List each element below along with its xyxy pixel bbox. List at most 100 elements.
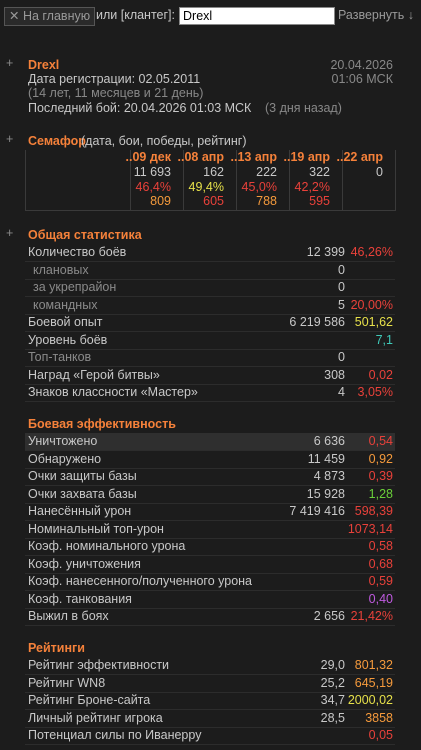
stat-label: Боевой опыт [28,315,103,329]
semaphore-battles: 0 [376,165,383,179]
stat-row: Коэф. нанесенного/полученного урона 0,59 [25,573,395,591]
search-input[interactable]: Drexl [179,7,335,25]
semaphore-column: ..22 апр 0 [337,150,396,211]
semaphore-winrate: 46,4% [135,180,171,194]
semaphore-rating: 605 [203,194,224,208]
stat-label: Личный рейтинг игрока [28,710,163,725]
stat-extra: 3858 [365,710,393,725]
registered: Дата регистрации: 02.05.2011 [28,72,201,86]
stat-label: Топ-танков [28,350,92,364]
stat-value: 29,0 [320,658,345,672]
semaphore-title: Семафор [28,134,86,148]
semaphore-winrate: 45,0% [241,180,277,194]
stat-extra: 21,42% [350,609,393,623]
stat-label: Очки захвата базы [28,486,137,501]
stat-row: Коэф. танкования 0,40 [25,591,395,609]
home-button[interactable]: ✕ На главную [4,7,96,26]
stat-value: 0 [338,262,345,277]
stat-label: за укрепрайон [33,280,117,294]
stat-label: Коэф. нанесенного/полученного урона [28,574,253,588]
stat-row: командных 5 20,00% [25,297,395,315]
stat-label: Коэф. номинального урона [28,539,186,553]
stat-row: Выжил в боях 2 656 21,42% [25,608,395,626]
semaphore-date: ..22 апр [336,150,383,164]
stat-extra: 3,05% [357,385,393,399]
account-age: (14 лет, 11 месяцев и 21 день) [28,86,204,100]
semaphore-battles: 11 693 [133,165,171,179]
stat-row: Наград «Герой битвы» 308 0,02 [25,367,395,385]
section-title: Рейтинги [28,641,85,655]
semaphore-subtitle: (дата, бои, победы, рейтинг) [81,134,247,148]
semaphore-column: ..09 дек 11 693 46,4% 809 [126,150,184,211]
stat-row: Знаков классности «Мастер» 4 3,05% [25,384,395,402]
stat-row: Рейтинг WN8 25,2 645,19 [25,675,395,693]
expand-button[interactable]: Развернуть ↓ [338,8,414,22]
toggle[interactable]: + [6,56,14,70]
stat-label: Уничтожено [28,434,98,448]
stat-extra: 20,00% [350,297,393,312]
last-battle-ago: (3 дня назад) [265,101,342,115]
stat-extra: 0,54 [368,434,393,448]
stat-row: Уничтожено 6 636 0,54 [25,433,395,451]
clantag-label: или [клантег]: [96,8,176,22]
stat-row: Личный рейтинг игрока 28,5 3858 [25,710,395,728]
stat-extra: 0,05 [368,728,393,742]
stat-label: Обнаружено [28,451,102,466]
stat-row: Количество боёв 12 399 46,26% [25,244,395,262]
stat-value: 2 656 [313,609,345,623]
player-name: Drexl [28,58,60,72]
stat-row: Очки защиты базы 4 873 0,39 [25,468,395,486]
stat-row: Номинальный топ-урон 1073,14 [25,521,395,539]
stat-value: 5 [338,297,345,312]
stat-label: Выжил в боях [28,609,109,623]
stat-value: 25,2 [320,675,345,690]
stat-row: за укрепрайон 0 [25,279,395,297]
toggle[interactable]: + [6,226,14,240]
stat-value: 28,5 [320,710,345,725]
semaphore-column: ..08 апр 162 49,4% 605 [178,150,237,211]
stat-extra: 7,1 [375,332,393,347]
stat-extra: 1,28 [368,486,393,501]
semaphore-date: ..19 апр [283,150,330,164]
stat-row: Коэф. уничтожения 0,68 [25,556,395,574]
stat-label: Рейтинг WN8 [28,675,106,690]
stat-extra: 801,32 [354,658,393,672]
stat-extra: 0,02 [368,367,393,382]
stat-row: Рейтинг эффективности 29,0 801,32 [25,657,395,675]
toggle[interactable]: + [6,132,14,146]
stat-value: 0 [338,280,345,294]
semaphore-rating: 595 [309,194,330,208]
stat-label: Коэф. танкования [28,591,132,606]
section-title: Боевая эффективность [28,417,176,431]
semaphore-cell [25,150,131,211]
stat-value: 15 928 [306,486,345,501]
stat-value: 4 [338,385,345,399]
stat-extra: 0,40 [368,591,393,606]
semaphore-battles: 222 [256,165,277,179]
stat-value: 308 [324,367,345,382]
stat-label: командных [33,297,98,312]
stat-row: Боевой опыт 6 219 586 501,62 [25,314,395,332]
stat-row: Очки захвата базы 15 928 1,28 [25,486,395,504]
stat-value: 12 399 [306,245,345,259]
semaphore-date: ..09 дек [125,150,171,164]
stat-extra: 0,59 [368,574,393,588]
stat-label: Рейтинг Броне-сайта [28,693,151,707]
stat-label: Очки защиты базы [28,469,137,483]
stat-row: Нанесённый урон 7 419 416 598,39 [25,503,395,521]
stat-extra: 0,92 [368,451,393,466]
semaphore-date: ..13 апр [230,150,277,164]
stat-label: Нанесённый урон [28,504,132,518]
stat-label: Наград «Герой битвы» [28,367,160,382]
stat-value: 6 219 586 [289,315,345,329]
stat-row: Потенциал силы по Иванерру 0,05 [25,727,395,745]
section-title: Общая статистика [28,228,142,242]
semaphore-rating: 809 [150,194,171,208]
semaphore-rating: 788 [256,194,277,208]
semaphore-winrate: 42,2% [294,180,330,194]
stat-row: клановых 0 [25,262,395,280]
stat-label: Потенциал силы по Иванерру [28,728,202,742]
stat-value: 4 873 [313,469,345,483]
last-battle: Последний бой: 20.04.2026 01:03 МСК [28,101,252,115]
semaphore-column: ..19 апр 322 42,2% 595 [284,150,343,211]
